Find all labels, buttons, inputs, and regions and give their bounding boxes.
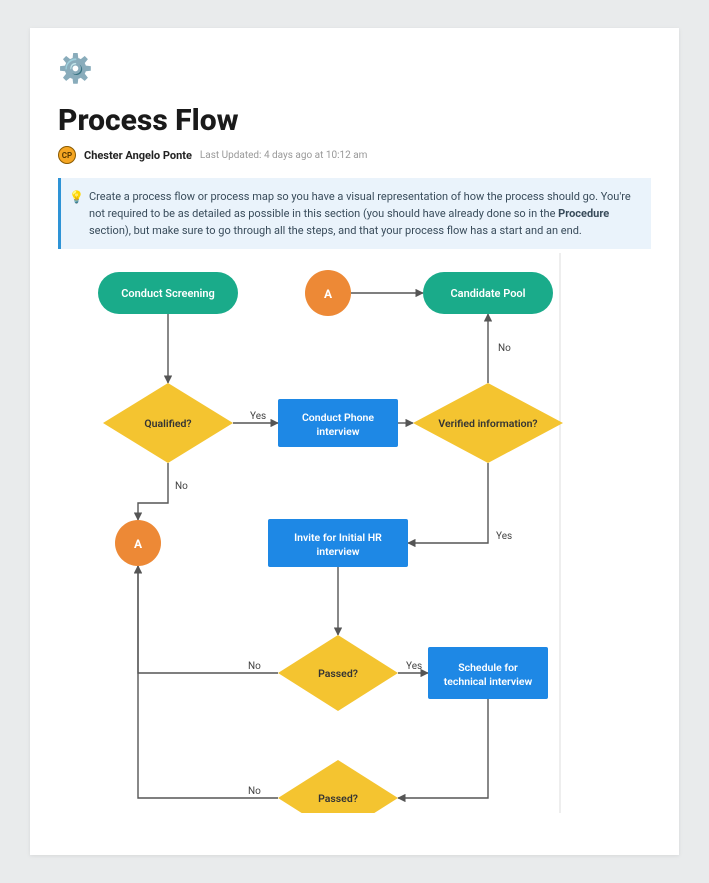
svg-text:Verified information?: Verified information?: [438, 417, 537, 430]
gear-icon: ⚙️: [58, 52, 651, 85]
author-name: Chester Angelo Ponte: [84, 149, 192, 162]
svg-text:Passed?: Passed?: [318, 792, 358, 805]
document-page: ⚙️ Process Flow CP Chester Angelo Ponte …: [30, 28, 679, 855]
info-callout: 💡 Create a process flow or process map s…: [58, 178, 651, 249]
svg-text:technical interview: technical interview: [444, 675, 533, 688]
svg-text:No: No: [175, 481, 188, 492]
flowchart-canvas: No Yes No Yes Yes No No Conduct Screening A Candi…: [58, 253, 651, 813]
svg-text:No: No: [248, 786, 261, 797]
last-updated: Last Updated: 4 days ago at 10:12 am: [200, 150, 368, 161]
svg-text:No: No: [498, 343, 511, 354]
svg-text:Yes: Yes: [406, 661, 422, 672]
callout-text-after: section), but make sure to go through al…: [89, 224, 582, 237]
author-avatar: CP: [58, 146, 76, 164]
page-title: Process Flow: [58, 103, 651, 138]
svg-text:No: No: [248, 661, 261, 672]
svg-text:Passed?: Passed?: [318, 667, 358, 680]
callout-bold: Procedure: [558, 207, 609, 220]
svg-text:A: A: [324, 287, 333, 301]
document-meta: CP Chester Angelo Ponte Last Updated: 4 …: [58, 146, 651, 164]
svg-text:Yes: Yes: [250, 411, 266, 422]
svg-text:Candidate Pool: Candidate Pool: [450, 287, 525, 300]
svg-text:Conduct Phone: Conduct Phone: [302, 411, 374, 424]
svg-text:A: A: [134, 537, 143, 551]
svg-text:Schedule for: Schedule for: [458, 661, 518, 674]
svg-text:Yes: Yes: [496, 531, 512, 542]
callout-text-before: Create a process flow or process map so …: [89, 190, 631, 220]
svg-text:interview: interview: [316, 425, 359, 438]
lightbulb-icon: 💡: [69, 188, 84, 207]
svg-text:interview: interview: [316, 545, 359, 558]
svg-text:Conduct Screening: Conduct Screening: [121, 287, 215, 300]
svg-text:Qualified?: Qualified?: [144, 417, 191, 430]
svg-text:Invite for Initial HR: Invite for Initial HR: [294, 531, 382, 544]
